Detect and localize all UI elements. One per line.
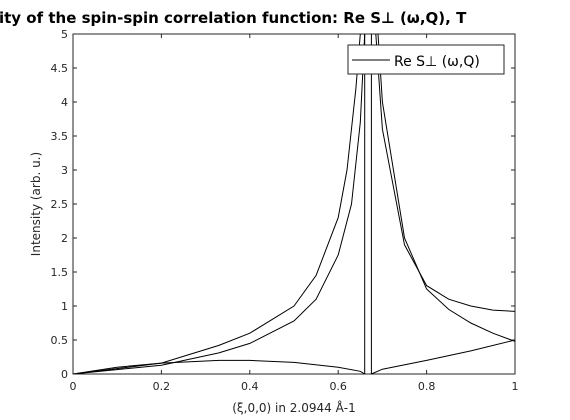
y-tick-label: 0 xyxy=(61,368,68,381)
y-tick-label: 4.5 xyxy=(51,62,69,75)
legend: Re S⊥ (ω,Q) xyxy=(348,45,504,74)
x-tick-label: 0.8 xyxy=(418,380,436,393)
x-tick-label: 0 xyxy=(70,380,77,393)
plot-area: 0 0.2 0.4 0.6 0.8 1 0 0.5 1 1.5 2 2.5 3 3.5 4 4.5 5 xyxy=(51,28,519,393)
axes-box xyxy=(73,34,515,374)
y-tick-label: 5 xyxy=(61,28,68,41)
y-tick-label: 1 xyxy=(61,300,68,313)
x-tick-label: 1 xyxy=(512,380,519,393)
x-axis-label: (ξ,0,0) in 2.0944 Å-1 xyxy=(232,400,356,415)
y-tick-label: 3 xyxy=(61,164,68,177)
y-tick-label: 3.5 xyxy=(51,130,69,143)
y-tick-label: 2 xyxy=(61,232,68,245)
y-tick-label: 4 xyxy=(61,96,68,109)
x-tick-label: 0.2 xyxy=(153,380,171,393)
chart-title: ity of the spin-spin correlation functio… xyxy=(0,9,467,27)
y-axis-label: Intensity (arb. u.) xyxy=(29,152,43,256)
legend-label: Re S⊥ (ω,Q) xyxy=(394,54,480,70)
x-tick-label: 0.6 xyxy=(329,380,347,393)
y-tick-label: 0.5 xyxy=(51,334,69,347)
y-tick-label: 1.5 xyxy=(51,266,69,279)
x-tick-label: 0.4 xyxy=(241,380,259,393)
y-tick-label: 2.5 xyxy=(51,198,69,211)
